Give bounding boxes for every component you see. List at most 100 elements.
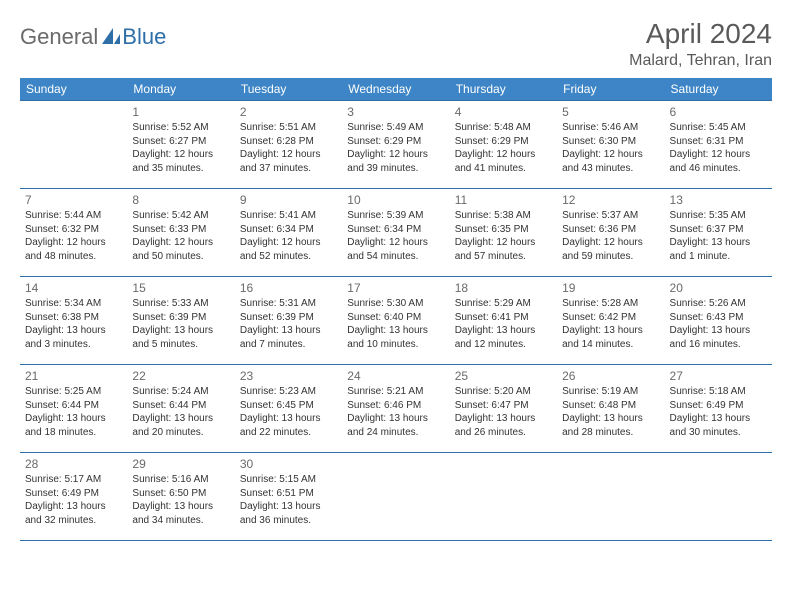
calendar-cell: 19Sunrise: 5:28 AMSunset: 6:42 PMDayligh… (557, 277, 664, 365)
day-number: 2 (240, 104, 337, 120)
calendar-cell: 20Sunrise: 5:26 AMSunset: 6:43 PMDayligh… (665, 277, 772, 365)
calendar-cell: 22Sunrise: 5:24 AMSunset: 6:44 PMDayligh… (127, 365, 234, 453)
daylight-line: Daylight: 12 hours and 41 minutes. (455, 148, 552, 175)
calendar-row: 1Sunrise: 5:52 AMSunset: 6:27 PMDaylight… (20, 101, 772, 189)
calendar-cell: 27Sunrise: 5:18 AMSunset: 6:49 PMDayligh… (665, 365, 772, 453)
calendar-cell: 17Sunrise: 5:30 AMSunset: 6:40 PMDayligh… (342, 277, 449, 365)
sunrise-line: Sunrise: 5:52 AM (132, 121, 229, 135)
sunset-line: Sunset: 6:45 PM (240, 399, 337, 413)
location-label: Malard, Tehran, Iran (629, 52, 772, 70)
calendar-cell: 2Sunrise: 5:51 AMSunset: 6:28 PMDaylight… (235, 101, 342, 189)
day-header: Monday (127, 78, 234, 101)
sunrise-line: Sunrise: 5:19 AM (562, 385, 659, 399)
calendar-cell: 7Sunrise: 5:44 AMSunset: 6:32 PMDaylight… (20, 189, 127, 277)
calendar-cell: 3Sunrise: 5:49 AMSunset: 6:29 PMDaylight… (342, 101, 449, 189)
calendar-cell (557, 453, 664, 541)
sunset-line: Sunset: 6:42 PM (562, 311, 659, 325)
sunrise-line: Sunrise: 5:15 AM (240, 473, 337, 487)
day-number: 15 (132, 280, 229, 296)
sunrise-line: Sunrise: 5:45 AM (670, 121, 767, 135)
day-header: Thursday (450, 78, 557, 101)
daylight-line: Daylight: 12 hours and 57 minutes. (455, 236, 552, 263)
daylight-line: Daylight: 12 hours and 37 minutes. (240, 148, 337, 175)
day-number: 12 (562, 192, 659, 208)
day-header: Sunday (20, 78, 127, 101)
daylight-line: Daylight: 13 hours and 34 minutes. (132, 500, 229, 527)
daylight-line: Daylight: 13 hours and 18 minutes. (25, 412, 122, 439)
day-number: 23 (240, 368, 337, 384)
sunset-line: Sunset: 6:34 PM (240, 223, 337, 237)
sunset-line: Sunset: 6:51 PM (240, 487, 337, 501)
calendar-row: 7Sunrise: 5:44 AMSunset: 6:32 PMDaylight… (20, 189, 772, 277)
day-number: 26 (562, 368, 659, 384)
daylight-line: Daylight: 13 hours and 3 minutes. (25, 324, 122, 351)
sunset-line: Sunset: 6:49 PM (670, 399, 767, 413)
sunset-line: Sunset: 6:48 PM (562, 399, 659, 413)
sunset-line: Sunset: 6:40 PM (347, 311, 444, 325)
daylight-line: Daylight: 13 hours and 30 minutes. (670, 412, 767, 439)
daylight-line: Daylight: 13 hours and 36 minutes. (240, 500, 337, 527)
day-number: 20 (670, 280, 767, 296)
daylight-line: Daylight: 13 hours and 10 minutes. (347, 324, 444, 351)
daylight-line: Daylight: 12 hours and 35 minutes. (132, 148, 229, 175)
sunrise-line: Sunrise: 5:17 AM (25, 473, 122, 487)
calendar-cell: 13Sunrise: 5:35 AMSunset: 6:37 PMDayligh… (665, 189, 772, 277)
day-number: 18 (455, 280, 552, 296)
calendar-table: SundayMondayTuesdayWednesdayThursdayFrid… (20, 78, 772, 541)
daylight-line: Daylight: 13 hours and 26 minutes. (455, 412, 552, 439)
sunrise-line: Sunrise: 5:23 AM (240, 385, 337, 399)
calendar-cell: 8Sunrise: 5:42 AMSunset: 6:33 PMDaylight… (127, 189, 234, 277)
day-number: 8 (132, 192, 229, 208)
day-header: Tuesday (235, 78, 342, 101)
sunset-line: Sunset: 6:31 PM (670, 135, 767, 149)
calendar-cell: 30Sunrise: 5:15 AMSunset: 6:51 PMDayligh… (235, 453, 342, 541)
day-header: Wednesday (342, 78, 449, 101)
sunset-line: Sunset: 6:34 PM (347, 223, 444, 237)
day-number: 10 (347, 192, 444, 208)
calendar-cell: 18Sunrise: 5:29 AMSunset: 6:41 PMDayligh… (450, 277, 557, 365)
logo-text-gray: General (20, 24, 98, 50)
sunrise-line: Sunrise: 5:44 AM (25, 209, 122, 223)
day-number: 14 (25, 280, 122, 296)
calendar-cell: 24Sunrise: 5:21 AMSunset: 6:46 PMDayligh… (342, 365, 449, 453)
sunrise-line: Sunrise: 5:34 AM (25, 297, 122, 311)
calendar-cell (450, 453, 557, 541)
sunrise-line: Sunrise: 5:42 AM (132, 209, 229, 223)
calendar-cell: 25Sunrise: 5:20 AMSunset: 6:47 PMDayligh… (450, 365, 557, 453)
daylight-line: Daylight: 13 hours and 28 minutes. (562, 412, 659, 439)
sunset-line: Sunset: 6:37 PM (670, 223, 767, 237)
sunrise-line: Sunrise: 5:51 AM (240, 121, 337, 135)
sunrise-line: Sunrise: 5:29 AM (455, 297, 552, 311)
sunset-line: Sunset: 6:46 PM (347, 399, 444, 413)
daylight-line: Daylight: 12 hours and 59 minutes. (562, 236, 659, 263)
calendar-row: 21Sunrise: 5:25 AMSunset: 6:44 PMDayligh… (20, 365, 772, 453)
sunset-line: Sunset: 6:28 PM (240, 135, 337, 149)
daylight-line: Daylight: 13 hours and 20 minutes. (132, 412, 229, 439)
calendar-cell: 14Sunrise: 5:34 AMSunset: 6:38 PMDayligh… (20, 277, 127, 365)
day-number: 1 (132, 104, 229, 120)
daylight-line: Daylight: 13 hours and 12 minutes. (455, 324, 552, 351)
sunrise-line: Sunrise: 5:20 AM (455, 385, 552, 399)
daylight-line: Daylight: 13 hours and 32 minutes. (25, 500, 122, 527)
calendar-cell: 6Sunrise: 5:45 AMSunset: 6:31 PMDaylight… (665, 101, 772, 189)
sunset-line: Sunset: 6:41 PM (455, 311, 552, 325)
sunset-line: Sunset: 6:44 PM (132, 399, 229, 413)
page-title: April 2024 (629, 18, 772, 50)
calendar-body: 1Sunrise: 5:52 AMSunset: 6:27 PMDaylight… (20, 101, 772, 541)
sunrise-line: Sunrise: 5:38 AM (455, 209, 552, 223)
sunrise-line: Sunrise: 5:18 AM (670, 385, 767, 399)
sunset-line: Sunset: 6:50 PM (132, 487, 229, 501)
calendar-cell (665, 453, 772, 541)
sunrise-line: Sunrise: 5:26 AM (670, 297, 767, 311)
sunrise-line: Sunrise: 5:31 AM (240, 297, 337, 311)
calendar-row: 14Sunrise: 5:34 AMSunset: 6:38 PMDayligh… (20, 277, 772, 365)
calendar-cell: 5Sunrise: 5:46 AMSunset: 6:30 PMDaylight… (557, 101, 664, 189)
sunset-line: Sunset: 6:39 PM (132, 311, 229, 325)
day-number: 6 (670, 104, 767, 120)
sunset-line: Sunset: 6:30 PM (562, 135, 659, 149)
sunrise-line: Sunrise: 5:24 AM (132, 385, 229, 399)
sunrise-line: Sunrise: 5:35 AM (670, 209, 767, 223)
calendar-row: 28Sunrise: 5:17 AMSunset: 6:49 PMDayligh… (20, 453, 772, 541)
calendar-cell (20, 101, 127, 189)
calendar-cell: 15Sunrise: 5:33 AMSunset: 6:39 PMDayligh… (127, 277, 234, 365)
